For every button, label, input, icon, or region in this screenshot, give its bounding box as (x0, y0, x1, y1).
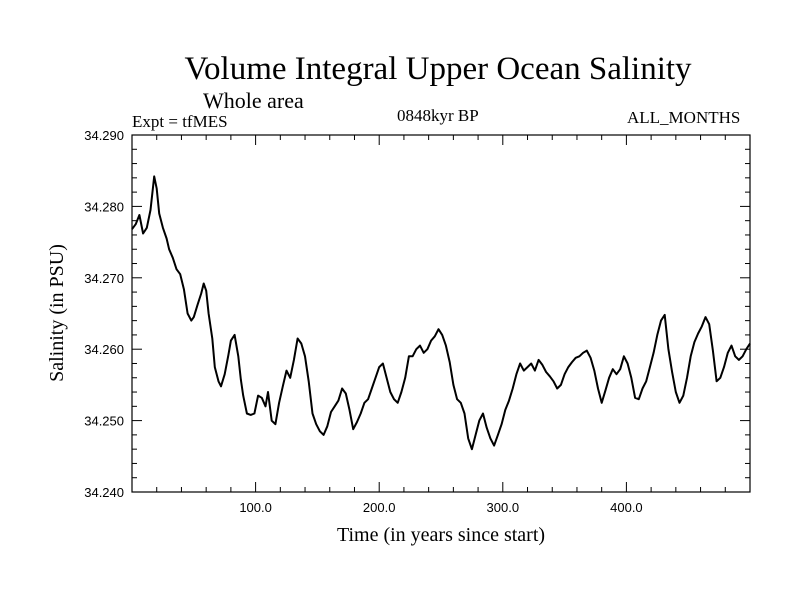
plot-area: 100.0 200.0 300.0 400.0 34.24034.25034.2603… (84, 128, 751, 515)
y-tick-label: 34.250 (84, 414, 124, 429)
x-tick-label: 400.0 (610, 500, 643, 515)
x-axis: 100.0 200.0 300.0 400.0 (156, 135, 726, 515)
x-tick-label: 300.0 (487, 500, 520, 515)
y-tick-label: 34.290 (84, 128, 124, 143)
x-tick-label: 200.0 (363, 500, 396, 515)
x-axis-label: Time (in years since start) (337, 524, 545, 546)
plot-frame (131, 134, 751, 493)
y-tick-label: 34.240 (84, 485, 124, 500)
chart-subtitle: Whole area (203, 88, 304, 113)
y-tick-label: 34.280 (84, 199, 124, 214)
y-axis-label: Salinity (in PSU) (46, 244, 68, 382)
y-axis: 34.240 34.250 34.260 34.270 34.280 34.290 (84, 128, 750, 500)
y-tick-label: 34.260 (84, 342, 124, 357)
y-tick-label: 34.270 (84, 271, 124, 286)
chart-title: Volume Integral Upper Ocean Salinity (184, 51, 692, 87)
x-tick-label: 100.0 (239, 500, 272, 515)
salinity-series-line (131, 175, 751, 451)
period-label: 0848kyr BP (397, 106, 479, 125)
months-label: ALL_MONTHS (627, 108, 740, 127)
experiment-label: Expt = tfMES (132, 112, 228, 131)
